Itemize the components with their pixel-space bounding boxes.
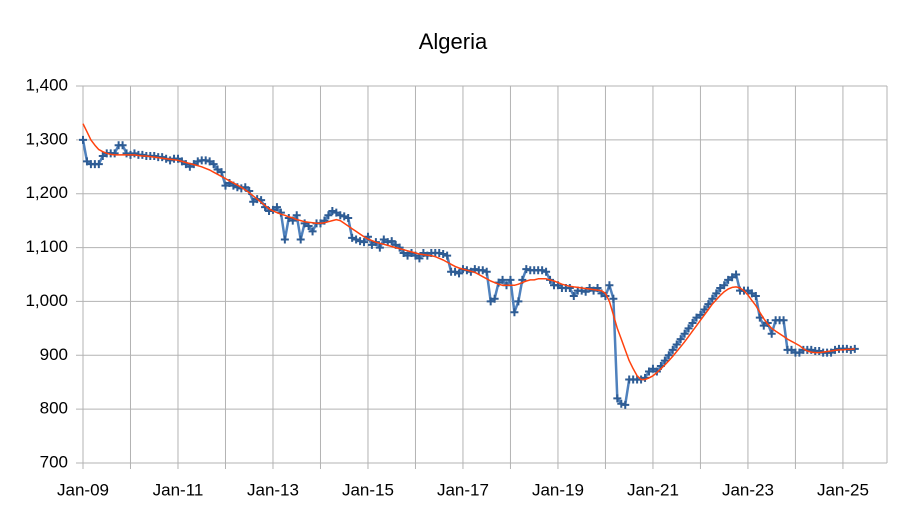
x-tick-label: Jan-15 (342, 480, 394, 499)
data-point (605, 281, 614, 290)
data-point (538, 266, 547, 275)
data-point (201, 156, 210, 165)
data-point (324, 211, 333, 220)
data-point (110, 149, 119, 158)
data-point (668, 345, 677, 354)
data-point (118, 141, 127, 150)
data-point (308, 227, 317, 236)
x-tick-label: Jan-23 (722, 480, 774, 499)
data-point (672, 340, 681, 349)
data-point (490, 294, 499, 303)
data-point (660, 356, 669, 365)
data-point (209, 160, 218, 169)
x-tick-label: Jan-19 (532, 480, 584, 499)
data-point (439, 250, 448, 259)
data-point (510, 308, 519, 317)
y-tick-label: 1,200 (25, 183, 68, 202)
chart-title: Algeria (419, 29, 488, 54)
x-tick-label: Jan-25 (817, 480, 869, 499)
x-tick-label: Jan-17 (437, 480, 489, 499)
data-point (478, 266, 487, 275)
data-point (482, 267, 491, 276)
data-point (696, 310, 705, 319)
data-point (708, 294, 717, 303)
data-point (415, 254, 424, 263)
data-point (680, 329, 689, 338)
data-point (767, 329, 776, 338)
data-point (676, 335, 685, 344)
data-point (130, 149, 139, 158)
data-point (542, 267, 551, 276)
x-tick-label: Jan-11 (153, 480, 204, 499)
data-point (779, 316, 788, 325)
data-point (375, 243, 384, 252)
data-point (280, 235, 289, 244)
series-line (82, 123, 855, 381)
data-point (336, 211, 345, 220)
data-point (451, 267, 460, 276)
data-point (751, 292, 760, 301)
data-point (514, 297, 523, 306)
data-point (815, 346, 824, 355)
data-point (700, 305, 709, 314)
data-point (360, 238, 369, 247)
data-point (348, 233, 357, 242)
data-point (613, 394, 622, 403)
x-tick-label: Jan-13 (247, 480, 299, 499)
data-point (443, 251, 452, 260)
data-point (506, 275, 515, 284)
data-point (522, 265, 531, 274)
y-tick-label: 900 (40, 345, 68, 364)
data-point (292, 211, 301, 220)
data-point (328, 206, 337, 215)
data-point (193, 157, 202, 166)
y-tick-label: 800 (40, 399, 68, 418)
y-tick-label: 1,300 (25, 129, 68, 148)
data-point (435, 248, 444, 257)
data-point (720, 281, 729, 290)
x-tick-label: Jan-09 (57, 480, 109, 499)
y-tick-label: 1,100 (25, 237, 68, 256)
y-tick-label: 1,000 (25, 291, 68, 310)
data-point (712, 289, 721, 298)
x-tick-label: Jan-21 (627, 480, 679, 499)
data-point (217, 168, 226, 177)
data-point (664, 351, 673, 360)
data-point (621, 400, 630, 409)
data-point (387, 237, 396, 246)
data-point (565, 283, 574, 292)
data-point (272, 203, 281, 212)
data-point (684, 324, 693, 333)
data-point (569, 292, 578, 301)
data-point (617, 399, 626, 408)
y-tick-label: 1,400 (25, 75, 68, 94)
data-point (352, 235, 361, 244)
data-point (609, 294, 618, 303)
data-point (732, 270, 741, 279)
data-point (704, 300, 713, 309)
data-point (455, 269, 464, 278)
data-point (688, 318, 697, 327)
data-point (344, 213, 353, 222)
data-point (122, 149, 131, 158)
data-point (498, 275, 507, 284)
data-point (340, 212, 349, 221)
data-point (79, 135, 87, 144)
data-point (356, 237, 365, 246)
data-point (652, 367, 661, 376)
data-point (296, 235, 305, 244)
y-tick-label: 700 (40, 452, 68, 471)
data-point (94, 160, 103, 169)
data-point (304, 222, 313, 231)
